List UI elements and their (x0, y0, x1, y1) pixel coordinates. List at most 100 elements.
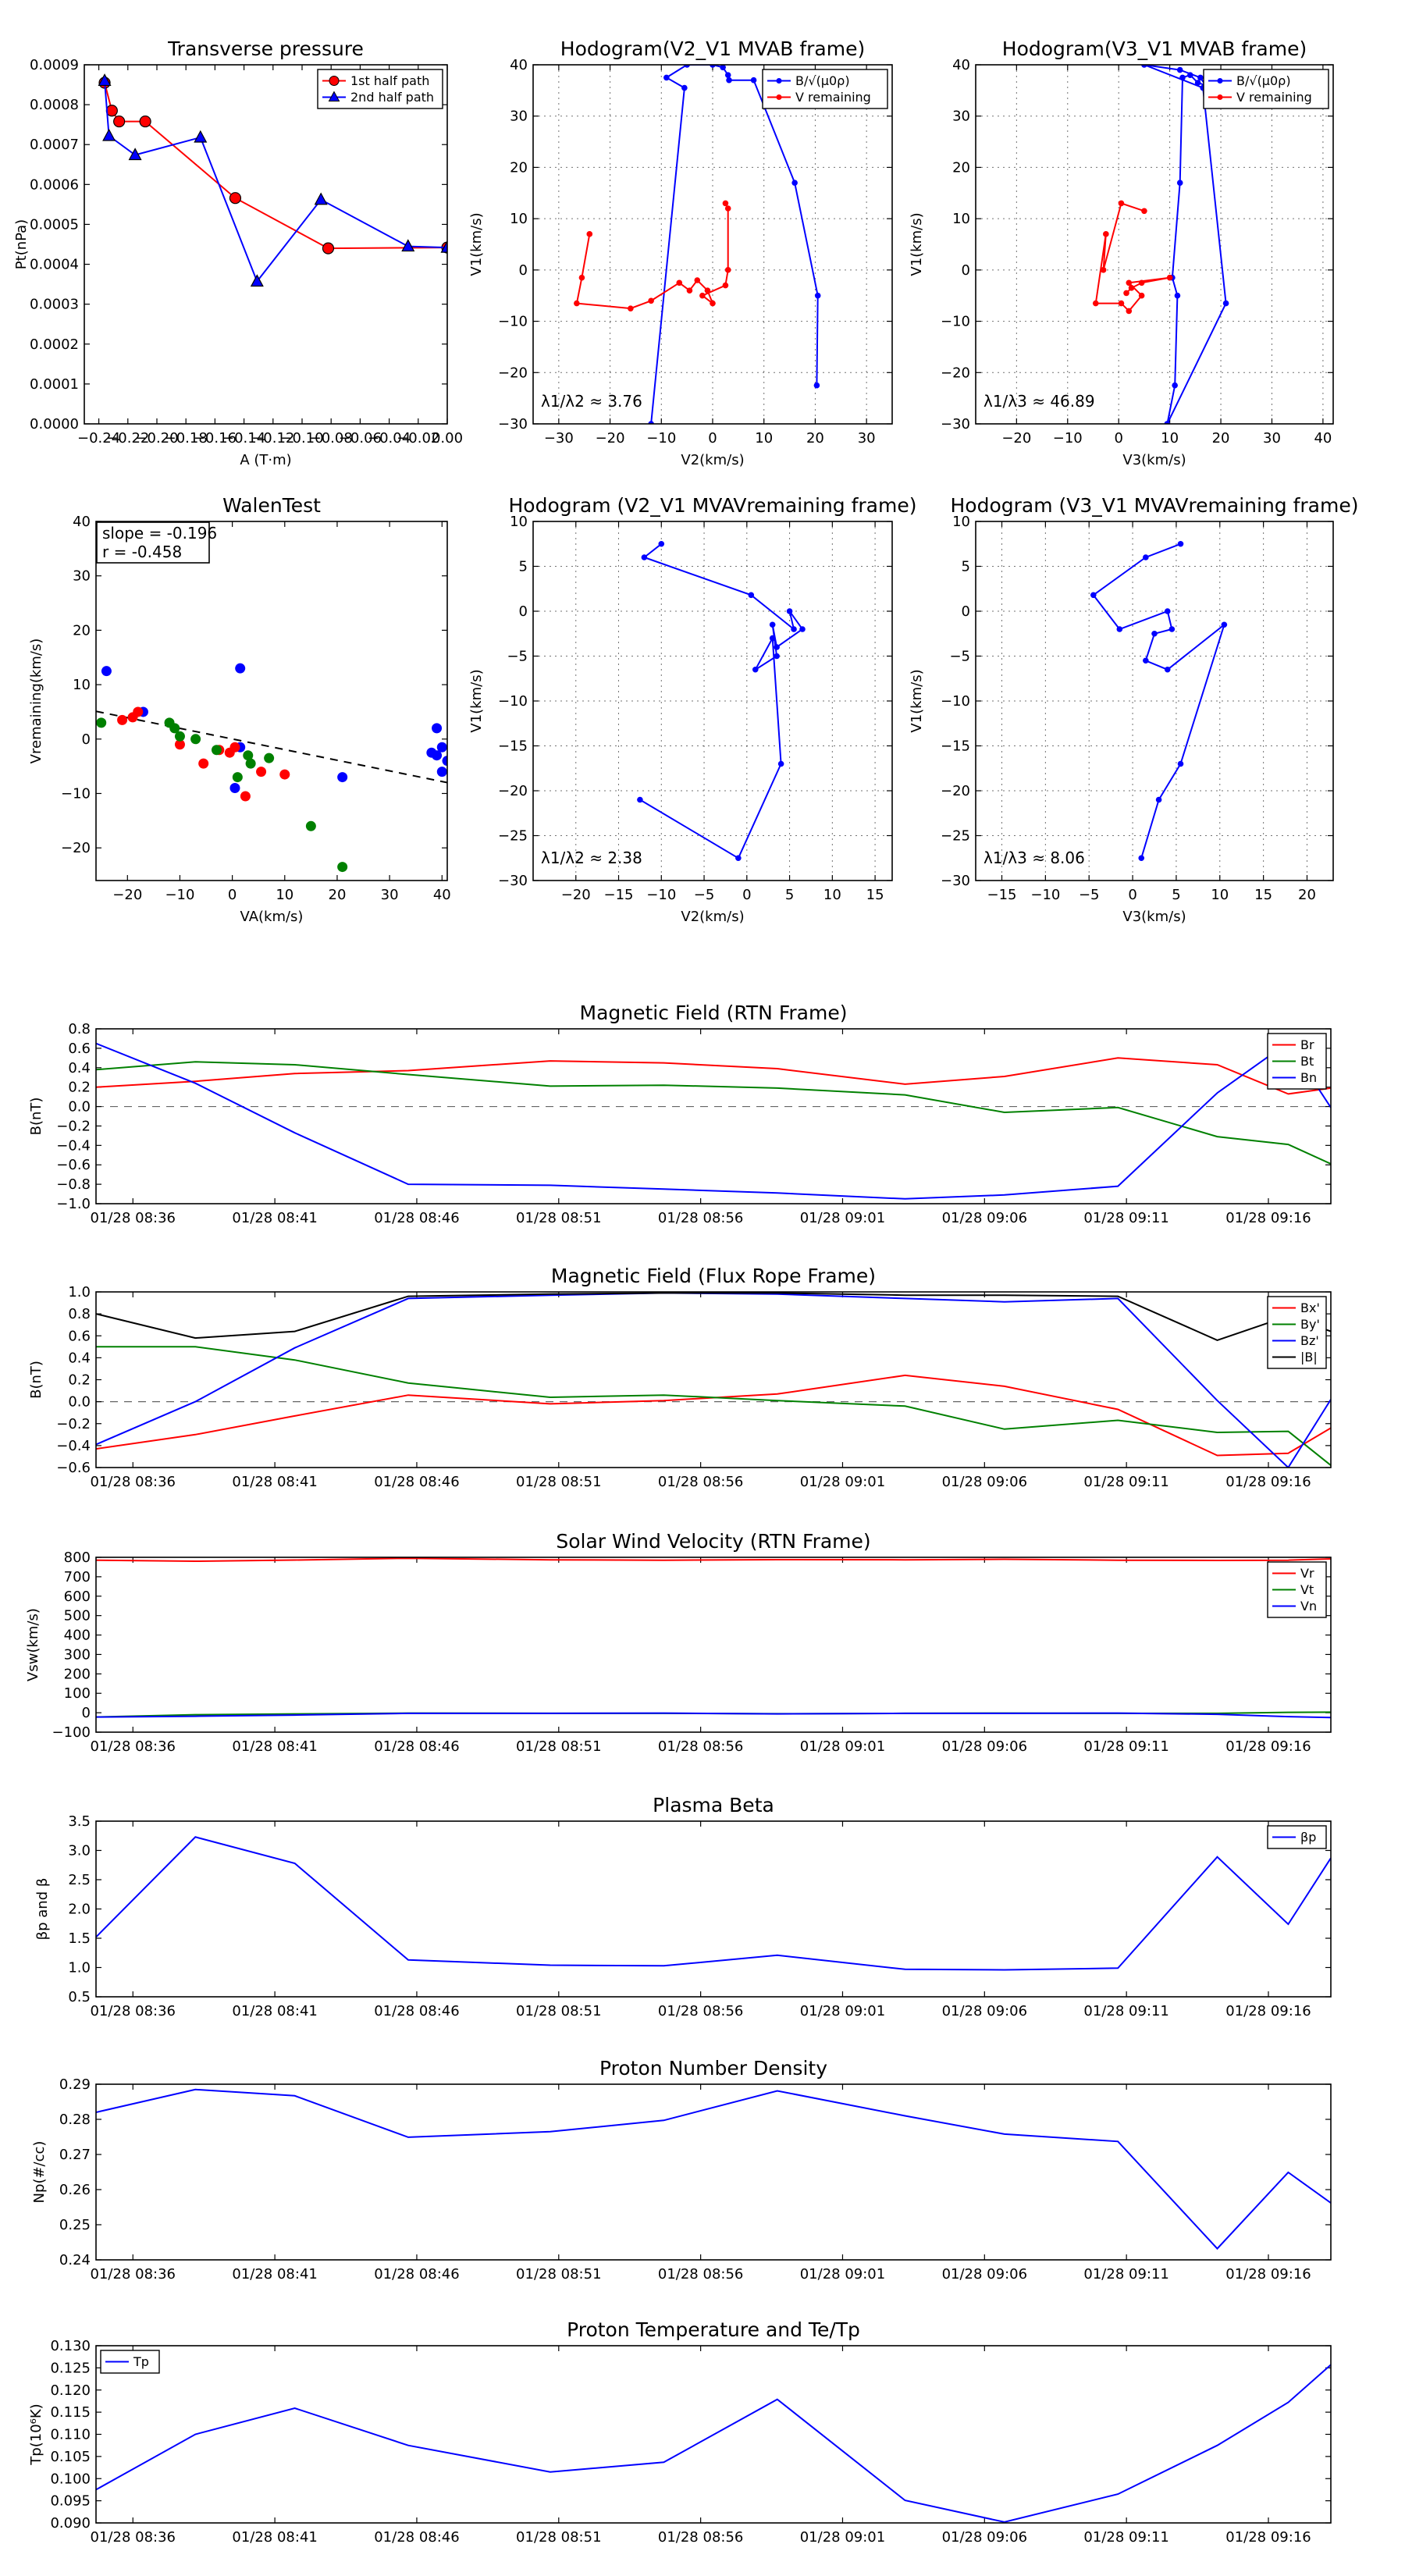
x-tick-label: 01/28 09:06 (942, 1474, 1027, 1490)
x-tick-label: 01/28 08:41 (232, 2266, 317, 2282)
data-point (574, 300, 580, 307)
data-point (1126, 308, 1133, 315)
data-point (786, 608, 793, 614)
scatter-point-green (337, 862, 348, 873)
y-tick-label: −25 (941, 828, 970, 845)
y-tick-label: −10 (498, 693, 528, 710)
x-tick-label: −0.18 (165, 430, 208, 447)
series-line (96, 2364, 1331, 2523)
x-tick-label: 01/28 08:36 (91, 1474, 176, 1490)
x-tick-label: 01/28 08:36 (91, 1738, 176, 1755)
data-point (401, 239, 415, 252)
y-tick-label: 0.090 (50, 2515, 91, 2532)
data-point (774, 653, 780, 660)
y-tick-label: −0.4 (56, 1438, 91, 1454)
panel-h3: Hodogram (V2_V1 MVAVremaining frame) −30 −… (468, 494, 917, 925)
y-tick-label: 30 (73, 568, 91, 585)
data-point (1164, 421, 1171, 424)
y-axis-label: V1(km/s) (909, 669, 925, 732)
y-tick-label: 5 (962, 559, 970, 575)
y-tick-label: 20 (952, 159, 970, 176)
data-point (1172, 382, 1178, 389)
scatter-point-blue (436, 742, 447, 753)
x-tick-label: 01/28 08:56 (658, 2003, 743, 2019)
chart-title: Proton Number Density (599, 2057, 827, 2080)
data-point (440, 240, 447, 253)
y-axis-label: Pt(nPa) (13, 219, 30, 269)
data-point (663, 74, 670, 81)
x-tick-label: 01/28 09:11 (1083, 2003, 1168, 2019)
y-tick-label: 30 (952, 109, 970, 125)
stats-box (96, 521, 210, 564)
x-tick-label: 01/28 09:01 (800, 1210, 885, 1226)
y-tick-label: 800 (64, 1550, 91, 1566)
y-tick-label: 0.6 (68, 1328, 91, 1344)
legend-label: βp (1300, 1830, 1316, 1845)
data-point (1177, 760, 1184, 767)
data-layer (96, 1041, 1331, 1200)
eigen-ratio-label: λ1/λ3 ≈ 8.06 (984, 849, 1085, 867)
x-tick-label: 10 (755, 430, 773, 447)
scatter-point-blue (101, 666, 112, 677)
y-tick-label: 0.8 (68, 1021, 91, 1037)
data-point (791, 626, 797, 632)
x-tick-label: 01/28 08:46 (374, 2529, 459, 2546)
plot-frame (975, 521, 1334, 881)
legend: βp (1267, 1825, 1327, 1849)
y-tick-label: 0.125 (50, 2360, 91, 2376)
series-line (96, 1836, 1331, 1971)
series-line (639, 543, 804, 859)
chart-title: Solar Wind Velocity (RTN Frame) (556, 1530, 870, 1553)
x-tick-label: 01/28 08:56 (658, 2529, 743, 2546)
y-tick-label: 0.0006 (30, 176, 79, 193)
y-tick-label: 0.0003 (30, 297, 79, 313)
data-point (1118, 300, 1125, 307)
data-point (314, 192, 328, 205)
y-tick-label: 0.0 (68, 1394, 91, 1411)
y-tick-label: −20 (941, 783, 970, 799)
x-tick-label: 01/28 08:51 (516, 1474, 601, 1490)
scatter-point-green (190, 734, 201, 745)
legend-label: Vn (1300, 1599, 1317, 1614)
x-tick-label: 01/28 08:41 (232, 2529, 317, 2546)
x-tick-label: −10 (1053, 430, 1083, 447)
data-point (1187, 72, 1193, 78)
x-axis-label: VA(km/s) (240, 909, 304, 925)
y-tick-label: 10 (952, 514, 970, 530)
data-point (1138, 279, 1145, 286)
panel-mf: Magnetic Field (RTN Frame) −1.0 −0.8 −0.6 −0… (28, 1002, 1332, 1226)
plot-frame (84, 64, 448, 425)
y-tick-label: 0.130 (50, 2338, 91, 2354)
y-tick-label: 0.4 (68, 1060, 91, 1076)
legend-label: Vr (1300, 1566, 1314, 1581)
series-line (96, 1061, 1331, 1165)
y-tick-label: −20 (61, 840, 91, 856)
x-tick-label: 0 (228, 887, 237, 903)
data-point (648, 421, 654, 424)
x-tick-label: 01/28 09:16 (1225, 1738, 1311, 1755)
y-tick-label: 40 (952, 57, 970, 73)
y-tick-label: −5 (949, 649, 970, 665)
data-point (722, 200, 729, 207)
y-tick-label: 0 (82, 731, 91, 748)
panel-pb: Plasma Beta 0.5 1.0 1.5 2.0 2.5 3.0 3.5 01/28 08… (34, 1794, 1332, 2019)
y-tick-label: −0.8 (56, 1176, 91, 1193)
chart-title: Magnetic Field (RTN Frame) (580, 1002, 848, 1024)
x-tick-label: 0 (1114, 430, 1122, 447)
y-tick-label: 600 (64, 1589, 91, 1605)
plot-frame (95, 2345, 1332, 2524)
data-layer (1090, 540, 1228, 862)
y-axis-label: βp and β (34, 1878, 51, 1941)
legend-label: Bx' (1300, 1300, 1320, 1315)
y-axis-label: V1(km/s) (909, 212, 925, 276)
legend-marker (776, 78, 782, 84)
legend-box (762, 69, 888, 109)
x-tick-label: 01/28 08:56 (658, 1210, 743, 1226)
plot-frame (532, 521, 893, 881)
data-layer (637, 540, 806, 862)
data-point (774, 644, 780, 650)
scatter-point-red (174, 739, 185, 750)
x-tick-label: −0.20 (135, 430, 178, 447)
y-tick-label: −30 (941, 873, 970, 889)
